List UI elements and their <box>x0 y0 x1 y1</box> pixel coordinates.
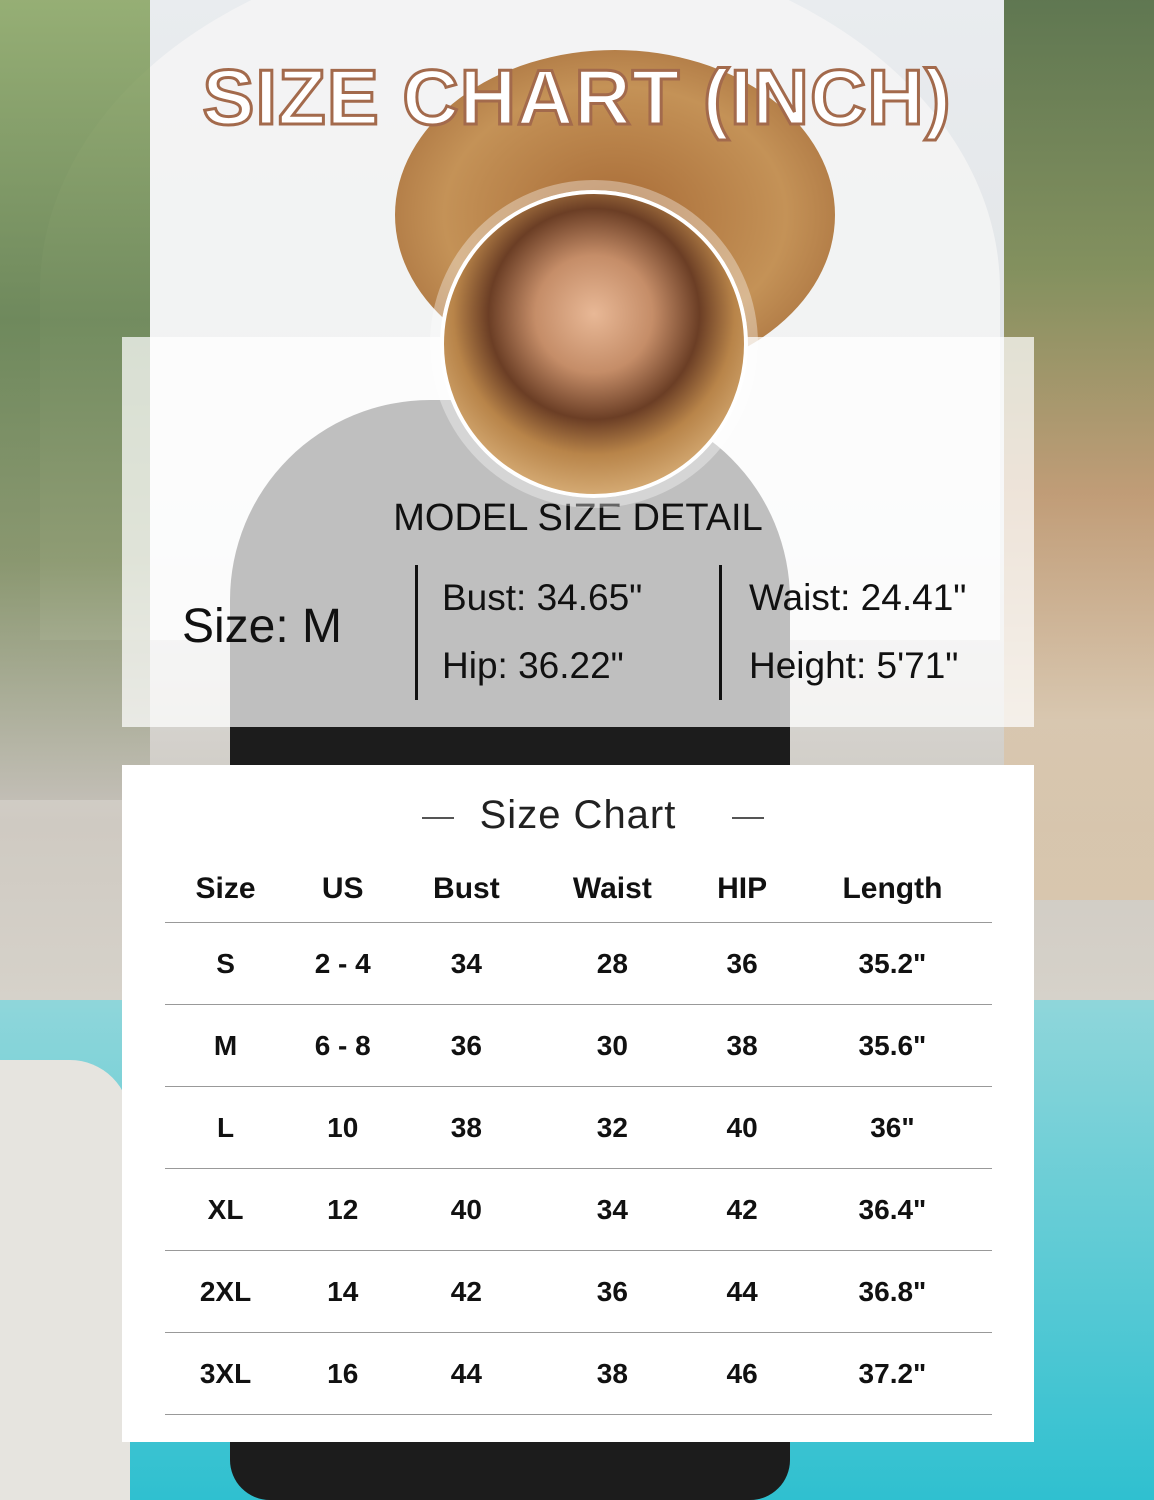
column-header: Waist <box>533 855 692 923</box>
table-cell: 42 <box>691 1168 793 1251</box>
table-cell: 38 <box>533 1332 692 1415</box>
table-cell: 14 <box>286 1250 400 1333</box>
model-size-heading: MODEL SIZE DETAIL <box>393 497 763 539</box>
column-header: HIP <box>691 855 793 923</box>
table-cell: 2 - 4 <box>286 922 400 1005</box>
table-cell: 38 <box>691 1004 793 1087</box>
column-header: Bust <box>399 855 534 923</box>
table-cell: 28 <box>533 922 692 1005</box>
table-cell: 35.6" <box>792 1004 992 1087</box>
table-cell: 2XL <box>165 1250 287 1333</box>
table-cell: 32 <box>533 1086 692 1169</box>
table-cell: 40 <box>399 1168 534 1251</box>
table-cell: XL <box>165 1168 287 1251</box>
table-cell: 42 <box>399 1250 534 1333</box>
model-waist: Waist: 24.41" <box>749 577 967 618</box>
table-cell: 40 <box>691 1086 793 1169</box>
table-cell: 44 <box>691 1250 793 1333</box>
model-hip: Hip: 36.22" <box>442 645 624 686</box>
title-dash-right <box>732 817 764 819</box>
table-row: L 10 38 32 40 36" <box>165 1086 992 1169</box>
table-row: 2XL 14 42 36 44 36.8" <box>165 1250 992 1333</box>
table-cell: 36.8" <box>792 1250 992 1333</box>
table-cell: S <box>165 922 287 1005</box>
model-portrait <box>440 190 748 498</box>
title-dash-left <box>422 817 454 819</box>
divider <box>719 565 722 700</box>
table-cell: 36 <box>399 1004 534 1087</box>
model-size-panel: MODEL SIZE DETAIL Size: M Bust: 34.65" H… <box>122 337 1034 727</box>
table-cell: 36 <box>691 922 793 1005</box>
table-row: 3XL 16 44 38 46 37.2" <box>165 1332 992 1415</box>
model-height: Height: 5'71" <box>749 645 959 686</box>
table-cell: 10 <box>286 1086 400 1169</box>
table-cell: 34 <box>533 1168 692 1251</box>
table-cell: 30 <box>533 1004 692 1087</box>
table-cell: 36.4" <box>792 1168 992 1251</box>
page-title: SIZE CHART (INCH) <box>201 52 952 143</box>
table-cell: 46 <box>691 1332 793 1415</box>
table-cell: 38 <box>399 1086 534 1169</box>
background-pool-edge <box>0 1060 130 1500</box>
column-header: US <box>286 855 400 923</box>
model-bust: Bust: 34.65" <box>442 577 643 618</box>
table-cell: 3XL <box>165 1332 287 1415</box>
table-cell: 6 - 8 <box>286 1004 400 1087</box>
table-cell: 44 <box>399 1332 534 1415</box>
table-cell: 34 <box>399 922 534 1005</box>
table-header-row: Size US Bust Waist HIP Length <box>165 855 992 923</box>
table-cell: 35.2" <box>792 922 992 1005</box>
column-header: Size <box>165 855 287 923</box>
model-size: Size: M <box>182 600 343 653</box>
table-cell: 12 <box>286 1168 400 1251</box>
table-cell: 16 <box>286 1332 400 1415</box>
table-cell: 36" <box>792 1086 992 1169</box>
table-cell: 36 <box>533 1250 692 1333</box>
divider <box>415 565 418 700</box>
table-row: XL 12 40 34 42 36.4" <box>165 1168 992 1251</box>
table-cell: 37.2" <box>792 1332 992 1415</box>
table-cell: L <box>165 1086 287 1169</box>
table-cell: M <box>165 1004 287 1087</box>
size-chart-title: Size Chart <box>479 793 677 837</box>
column-header: Length <box>792 855 992 923</box>
